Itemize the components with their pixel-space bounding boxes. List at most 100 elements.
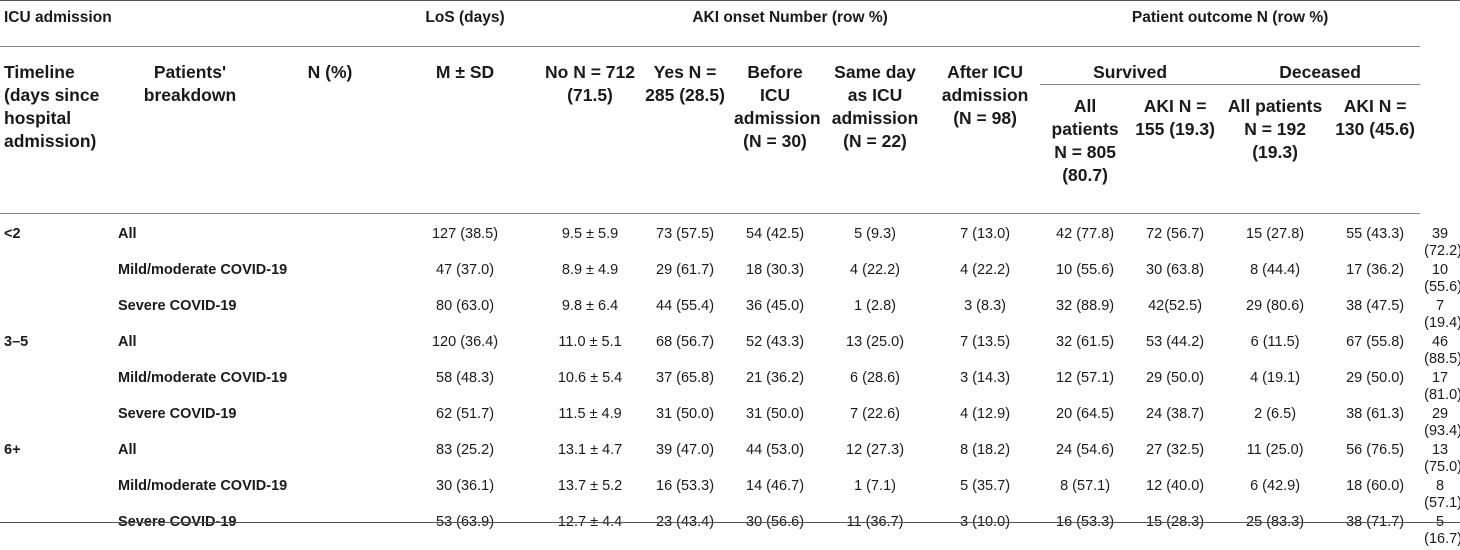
value-cell: 53 (44.2): [1146, 333, 1205, 350]
timeline-cell: [0, 514, 110, 550]
breakdown-cell: All: [118, 333, 137, 350]
table-row: Mild/moderate COVID-19 47 (37.0) 8.9 ± 4.9…: [0, 262, 1460, 298]
breakdown-cell: Mild/moderate COVID-19: [118, 369, 288, 386]
value-cell: 36 (45.0): [746, 297, 805, 314]
value-cell: 9.5 ± 5.9: [561, 226, 619, 242]
value-cell: 4 (22.2): [850, 261, 901, 278]
value-cell: 54 (42.5): [746, 226, 805, 242]
value-cell: 15 (28.3): [1146, 513, 1205, 530]
value-cell: 24 (38.7): [1146, 405, 1205, 422]
breakdown-cell: Severe COVID-19: [118, 405, 237, 422]
table-row: Severe COVID-19 53 (63.9) 12.7 ± 4.4 23 (43…: [0, 514, 1460, 550]
value-cell: 31 (50.0): [656, 405, 715, 422]
header-n-pct: N (%): [270, 46, 391, 214]
value-cell: 21 (36.2): [746, 369, 805, 386]
value-cell: 12 (40.0): [1146, 477, 1205, 494]
value-cell: 17 (36.2): [1346, 261, 1405, 278]
value-cell: 10 (55.6): [1056, 261, 1115, 278]
timeline-cell: [0, 298, 110, 334]
value-cell: 42(52.5): [1148, 297, 1203, 314]
timeline-cell: [0, 262, 110, 298]
header-aki-onset: AKI onset Number (row %): [540, 0, 1041, 47]
value-cell: 11.0 ± 5.1: [558, 333, 622, 350]
header-timeline: Timeline (days since hospital admission): [0, 46, 110, 214]
header-same-day: Same day as ICU admission (N = 22): [820, 46, 931, 214]
value-cell: 39 (72.2): [1424, 225, 1460, 259]
timeline-cell: <2: [4, 226, 21, 242]
value-cell: 30 (63.8): [1146, 261, 1205, 278]
header-patient-outcome: Patient outcome N (row %): [1040, 0, 1421, 47]
value-cell: 73 (57.5): [656, 226, 715, 242]
value-cell: 6 (42.9): [1250, 477, 1301, 494]
value-cell: 8 (57.1): [1424, 477, 1460, 511]
value-cell: 4 (12.9): [960, 405, 1011, 422]
header-deceased: Deceased: [1220, 46, 1421, 85]
value-cell: 18 (30.3): [746, 261, 805, 278]
value-cell: 83 (25.2): [436, 441, 495, 458]
value-cell: 32 (61.5): [1056, 333, 1115, 350]
header-deceased-aki: AKI N = 130 (45.6): [1330, 84, 1421, 214]
value-cell: 38 (47.5): [1346, 297, 1405, 314]
value-cell: 7 (13.0): [960, 226, 1011, 242]
value-cell: 31 (50.0): [746, 405, 805, 422]
breakdown-cell: All: [118, 441, 137, 458]
value-cell: 37 (65.8): [656, 369, 715, 386]
header-before-icu: Before ICU admission (N = 30): [730, 46, 821, 214]
header-icu-admission: ICU admission: [0, 0, 391, 47]
header-aki-yes: Yes N = 285 (28.5): [640, 46, 731, 214]
value-cell: 24 (54.6): [1056, 441, 1115, 458]
value-cell: 13.7 ± 5.2: [557, 477, 623, 494]
table-row: 6+ All 83 (25.2) 13.1 ± 4.7 39 (47.0) 44 (53.…: [0, 442, 1460, 478]
breakdown-cell: Severe COVID-19: [118, 513, 237, 530]
value-cell: 10 (55.6): [1424, 261, 1460, 295]
value-cell: 29 (93.4): [1424, 405, 1460, 439]
header-survived: Survived: [1040, 46, 1221, 85]
value-cell: 11 (36.7): [846, 513, 904, 530]
value-cell: 29 (50.0): [1346, 369, 1405, 386]
header-los: LoS (days): [390, 0, 541, 47]
value-cell: 8.9 ± 4.9: [561, 261, 619, 278]
value-cell: 5 (16.7): [1424, 513, 1460, 547]
value-cell: 12 (27.3): [846, 441, 905, 458]
value-cell: 17 (81.0): [1424, 369, 1460, 403]
value-cell: 55 (43.3): [1346, 226, 1405, 242]
value-cell: 14 (46.7): [746, 477, 805, 494]
value-cell: 9.8 ± 6.4: [561, 297, 619, 314]
value-cell: 80 (63.0): [436, 297, 495, 314]
value-cell: 29 (50.0): [1146, 369, 1205, 386]
value-cell: 127 (38.5): [431, 226, 499, 242]
value-cell: 72 (56.7): [1146, 226, 1205, 242]
value-cell: 4 (22.2): [960, 261, 1011, 278]
breakdown-cell: Mild/moderate COVID-19: [118, 477, 288, 494]
value-cell: 11 (25.0): [1246, 441, 1304, 458]
timeline-cell: [0, 478, 110, 514]
table-row: Severe COVID-19 62 (51.7) 11.5 ± 4.9 31 (50…: [0, 406, 1460, 442]
value-cell: 4 (19.1): [1250, 369, 1301, 386]
top-rule: [0, 0, 1460, 1]
value-cell: 23 (43.4): [656, 513, 715, 530]
value-cell: 68 (56.7): [656, 333, 715, 350]
value-cell: 6 (28.6): [850, 369, 901, 386]
value-cell: 29 (80.6): [1246, 297, 1305, 314]
value-cell: 13.1 ± 4.7: [557, 441, 623, 458]
table-row: 3–5 All 120 (36.4) 11.0 ± 5.1 68 (56.7) 52 (4…: [0, 334, 1460, 370]
value-cell: 13 (25.0): [846, 333, 905, 350]
value-cell: 13 (75.0): [1424, 441, 1460, 475]
value-cell: 16 (53.3): [1056, 513, 1115, 530]
value-cell: 27 (32.5): [1146, 441, 1205, 458]
value-cell: 7 (13.5): [960, 333, 1011, 350]
value-cell: 11.5 ± 4.9: [558, 405, 622, 422]
header-aki-no: No N = 712 (71.5): [540, 46, 641, 214]
breakdown-cell: Mild/moderate COVID-19: [118, 261, 288, 278]
header-patients-breakdown: Patients' breakdown: [110, 46, 270, 214]
header-deceased-all: All patients N = 192 (19.3): [1220, 84, 1331, 214]
value-cell: 30 (56.6): [746, 513, 805, 530]
value-cell: 7 (22.6): [850, 405, 901, 422]
value-cell: 8 (44.4): [1250, 261, 1301, 278]
timeline-cell: [0, 406, 110, 442]
value-cell: 6 (11.5): [1250, 333, 1300, 350]
value-cell: 15 (27.8): [1246, 226, 1305, 242]
value-cell: 12.7 ± 4.4: [557, 513, 623, 530]
timeline-cell: [0, 370, 110, 406]
